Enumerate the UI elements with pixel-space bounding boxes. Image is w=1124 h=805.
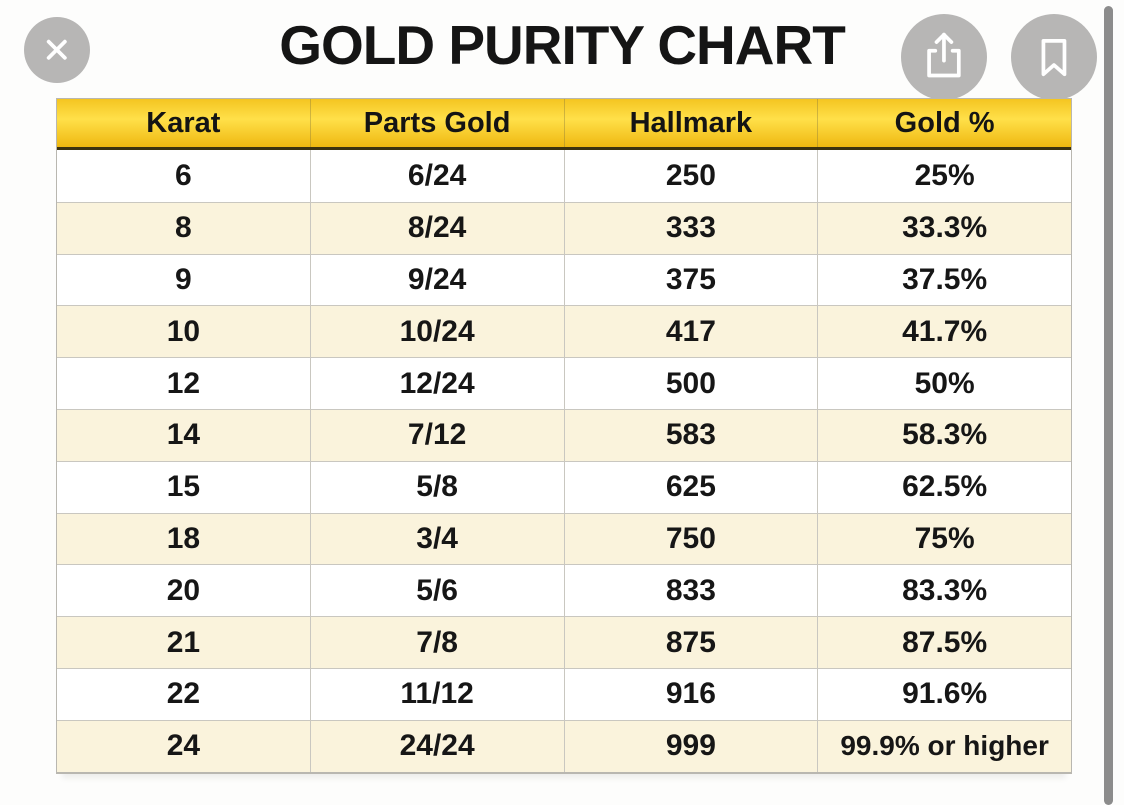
table-row: 8 8/24 333 33.3% <box>57 201 1071 254</box>
table-cell: 3/4 <box>309 513 564 565</box>
table-cell: 50% <box>817 358 1071 409</box>
table-row: 12 12/24 500 50% <box>57 357 1071 409</box>
table-cell: 21 <box>166 625 201 659</box>
table-cell: 87.5% <box>817 617 1071 668</box>
gold-purity-table: Karat Parts Gold Hallmark Gold % 6 6/24 25… <box>56 98 1072 774</box>
column-header-hallmark: Hallmark <box>563 99 818 147</box>
table-row: 24 24/24 999 99.9% or higher <box>57 719 1071 772</box>
table-cell: 37.5% <box>817 254 1071 306</box>
table-cell: 999 <box>563 720 818 772</box>
table-cell: 11/12 <box>309 668 564 720</box>
table-cell: 25% <box>817 150 1071 202</box>
table-cell: 916 <box>563 668 818 720</box>
table-row: 10 10/24 417 41.7% <box>57 305 1071 358</box>
table-row: 9 9/24 375 37.5% <box>57 253 1071 306</box>
table-row: 22 11/12 916 91.6% <box>57 667 1071 720</box>
table-cell: 875 <box>563 617 818 668</box>
table-cell: 583 <box>563 409 818 461</box>
table-cell: 6 <box>175 158 192 192</box>
table-cell: 9/24 <box>309 254 564 306</box>
table-cell: 9 <box>175 262 192 296</box>
table-body: 6 6/24 250 25% 8 8/24 333 33.3% 9 9/24 375 37.5% 10 1… <box>57 150 1071 772</box>
table-cell: 375 <box>563 254 818 306</box>
table-cell: 625 <box>563 461 818 513</box>
table-cell: 33.3% <box>817 202 1071 254</box>
column-header-gold-pct: Gold % <box>817 99 1071 147</box>
table-cell: 22 <box>166 677 201 711</box>
table-cell: 833 <box>563 565 818 617</box>
table-row: 15 5/8 625 62.5% <box>57 460 1071 513</box>
table-cell: 333 <box>563 202 818 254</box>
table-cell: 99.9% or higher <box>817 720 1071 772</box>
close-icon <box>24 17 90 83</box>
table-row: 14 7/12 583 58.3% <box>57 408 1071 461</box>
table-cell: 18 <box>166 521 201 555</box>
page-title: GOLD PURITY CHART <box>279 14 846 76</box>
column-header-parts-gold: Parts Gold <box>309 99 564 147</box>
table-cell: 58.3% <box>817 409 1071 461</box>
table-row: 20 5/6 833 83.3% <box>57 564 1071 617</box>
table-cell: 750 <box>563 513 818 565</box>
table-cell: 5/6 <box>309 565 564 617</box>
table-cell: 7/12 <box>309 409 564 461</box>
table-cell: 91.6% <box>817 668 1071 720</box>
scrollbar-thumb[interactable] <box>1104 6 1113 805</box>
close-button[interactable] <box>24 17 90 83</box>
table-cell: 15 <box>166 470 201 504</box>
table-cell: 417 <box>563 306 818 358</box>
table-cell: 83.3% <box>817 565 1071 617</box>
table-cell: 41.7% <box>817 306 1071 358</box>
table-cell: 5/8 <box>309 461 564 513</box>
table-cell: 500 <box>563 358 818 409</box>
table-row: 6 6/24 250 25% <box>57 150 1071 202</box>
share-icon <box>901 14 987 100</box>
table-cell: 10 <box>166 314 201 348</box>
table-cell: 20 <box>166 573 201 607</box>
table-row: 18 3/4 750 75% <box>57 512 1071 565</box>
table-cell: 10/24 <box>309 306 564 358</box>
bookmark-icon <box>1011 14 1097 100</box>
table-cell: 14 <box>166 418 201 452</box>
table-cell: 8/24 <box>309 202 564 254</box>
table-header-row: Karat Parts Gold Hallmark Gold % <box>57 98 1071 150</box>
table-cell: 12/24 <box>309 358 564 409</box>
bookmark-button[interactable] <box>1011 14 1097 100</box>
table-cell: 24 <box>166 729 201 763</box>
table-cell: 12 <box>166 366 201 400</box>
table-cell: 8 <box>175 211 192 245</box>
table-cell: 6/24 <box>309 150 564 202</box>
table-cell: 7/8 <box>309 617 564 668</box>
table-row: 21 7/8 875 87.5% <box>57 616 1071 668</box>
share-button[interactable] <box>901 14 987 100</box>
column-header-karat: Karat <box>146 106 221 139</box>
table-cell: 250 <box>563 150 818 202</box>
table-cell: 62.5% <box>817 461 1071 513</box>
table-cell: 75% <box>817 513 1071 565</box>
table-cell: 24/24 <box>309 720 564 772</box>
